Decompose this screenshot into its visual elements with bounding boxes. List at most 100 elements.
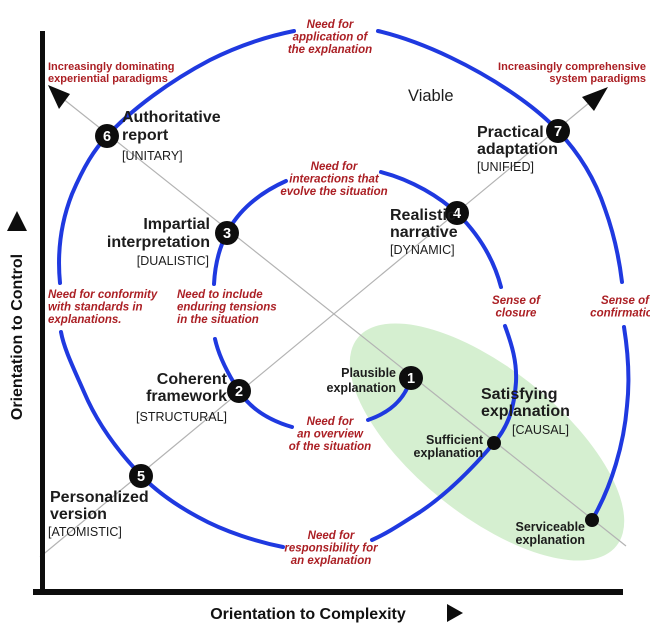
stage-3-label: Impartial interpretation [DUALISTIC] — [107, 216, 210, 268]
milestone-label-line: explanation — [414, 446, 483, 460]
stage-label-line: adaptation — [477, 141, 558, 158]
milestone-label-line: Sufficient — [426, 433, 484, 447]
need-line: evolve the situation — [280, 186, 387, 198]
stage-label-line: interpretation — [107, 234, 210, 251]
need-overview-text: Need for an overview of the situation — [289, 416, 371, 453]
stage-tag: [DYNAMIC] — [390, 243, 455, 257]
need-interactions-text: Need for interactions that evolve the si… — [280, 161, 387, 198]
stage-tag: [UNITARY] — [122, 149, 183, 163]
up-right-arrow-icon — [582, 87, 608, 111]
x-axis-arrow-icon — [447, 604, 463, 622]
paradigm-note-line: Increasingly comprehensive — [498, 61, 646, 73]
stage-label-line: framework — [146, 388, 227, 405]
need-line: of the situation — [289, 441, 371, 453]
stage-label-line: version — [50, 506, 107, 523]
need-responsibility-text: Need for responsibility for an explanati… — [284, 530, 378, 567]
need-line: Need for — [308, 530, 355, 542]
satisfying-explanation-label: Satisfying explanation [CAUSAL] — [481, 386, 570, 437]
stage-5-number: 5 — [137, 469, 145, 485]
need-tensions-text: Need to include enduring tensions in the… — [177, 289, 277, 326]
stage-label-line: report — [122, 127, 169, 144]
need-annotations: Need for application of the explanation … — [48, 19, 650, 567]
milestone-label-line: Serviceable — [516, 520, 586, 534]
need-line: the explanation — [288, 44, 372, 56]
need-line: interactions that — [289, 174, 380, 186]
stage-1-circle — [399, 366, 423, 390]
stage-5-label: Personalized version [ATOMISTIC] — [48, 489, 149, 539]
stage-6-number: 6 — [103, 129, 111, 145]
need-line: Sense of — [601, 295, 650, 307]
stage-label-line: Realistic — [390, 207, 456, 224]
stage-label-line: Plausible — [341, 366, 396, 380]
stage-tag: [CAUSAL] — [512, 423, 569, 437]
stage-tag: [ATOMISTIC] — [48, 525, 122, 539]
diagonal-line-a — [51, 89, 627, 547]
stage-tag: [STRUCTURAL] — [136, 410, 227, 424]
sufficient-explanation-label: Sufficient explanation — [414, 433, 484, 460]
stage-5-circle — [129, 464, 153, 488]
y-axis-line — [40, 31, 45, 594]
stage-7-circle — [546, 119, 570, 143]
paradigm-note-line: experiential paradigms — [48, 73, 168, 85]
sense-of-confirmation-text: Sense of confirmation — [590, 295, 650, 320]
stage-7-number: 7 — [554, 124, 562, 140]
stage-label-line: explanation — [327, 381, 396, 395]
stage-label-line: Impartial — [143, 216, 210, 233]
stage-7-label: Practical adaptation [UNIFIED] — [477, 124, 558, 174]
need-line: Need for — [311, 161, 358, 173]
spiral-segment-7-end — [590, 325, 631, 522]
stage-label-line: narrative — [390, 224, 458, 241]
need-line: responsibility for — [284, 543, 378, 555]
need-line: explanations. — [48, 314, 122, 326]
paradigm-note-top-right: Increasingly comprehensive system paradi… — [498, 61, 646, 85]
need-line: Need to include — [177, 289, 263, 301]
stage-label-line: Practical — [477, 124, 544, 141]
stage-label-line: Authoritative — [122, 109, 221, 126]
stage-4-circle — [445, 201, 469, 225]
y-axis-arrow-icon — [7, 211, 27, 231]
need-line: enduring tensions — [177, 302, 277, 314]
stage-label-line: Coherent — [157, 371, 228, 388]
sense-of-closure-text: Sense of closure — [492, 295, 541, 320]
need-line: an overview — [297, 429, 364, 441]
stage-3-number: 3 — [223, 226, 231, 242]
need-line: Sense of — [492, 295, 541, 307]
stage-1-label: Plausible explanation — [327, 366, 397, 395]
stage-3-circle — [215, 221, 239, 245]
paradigm-note-top-left: Increasingly dominating experiential par… — [48, 61, 175, 85]
stage-2-circle — [227, 379, 251, 403]
need-line: Need for — [307, 416, 354, 428]
x-axis-label: Orientation to Complexity — [210, 606, 406, 623]
need-line: an explanation — [291, 555, 372, 567]
stage-label-line: explanation — [481, 403, 570, 420]
stage-1-number: 1 — [407, 371, 415, 387]
need-line: with standards in — [48, 302, 143, 314]
paradigm-note-line: system paradigms — [549, 73, 646, 85]
stage-2-label: Coherent framework [STRUCTURAL] — [136, 371, 228, 424]
stage-6-circle — [95, 124, 119, 148]
stage-4-number: 4 — [453, 206, 461, 222]
stage-markers: 1 2 3 4 5 6 7 — [95, 119, 570, 488]
stage-tag: [UNIFIED] — [477, 160, 534, 174]
serviceable-explanation-label: Serviceable explanation — [516, 520, 586, 547]
need-conformity-text: Need for conformity with standards in ex… — [48, 289, 158, 326]
need-line: Need for — [307, 19, 354, 31]
stage-2-number: 2 — [235, 384, 243, 400]
stage-6-label: Authoritative report [UNITARY] — [122, 109, 221, 163]
need-line: application of — [293, 32, 369, 44]
paradigm-note-line: Increasingly dominating — [48, 61, 175, 73]
viable-label: Viable — [408, 87, 454, 105]
milestone-label-line: explanation — [516, 533, 585, 547]
y-axis-label: Orientation to Control — [9, 254, 26, 420]
x-axis-line — [33, 589, 623, 595]
up-left-arrow-icon — [48, 85, 70, 109]
stage-labels: Viable Plausible explanation Coherent fr… — [48, 87, 585, 547]
stage-tag: [DUALISTIC] — [137, 254, 209, 268]
stage-label-line: Satisfying — [481, 386, 557, 403]
need-application-text: Need for application of the explanation — [288, 19, 372, 56]
need-line: closure — [496, 308, 538, 320]
need-line: Need for conformity — [48, 289, 158, 301]
need-line: confirmation — [590, 308, 650, 320]
